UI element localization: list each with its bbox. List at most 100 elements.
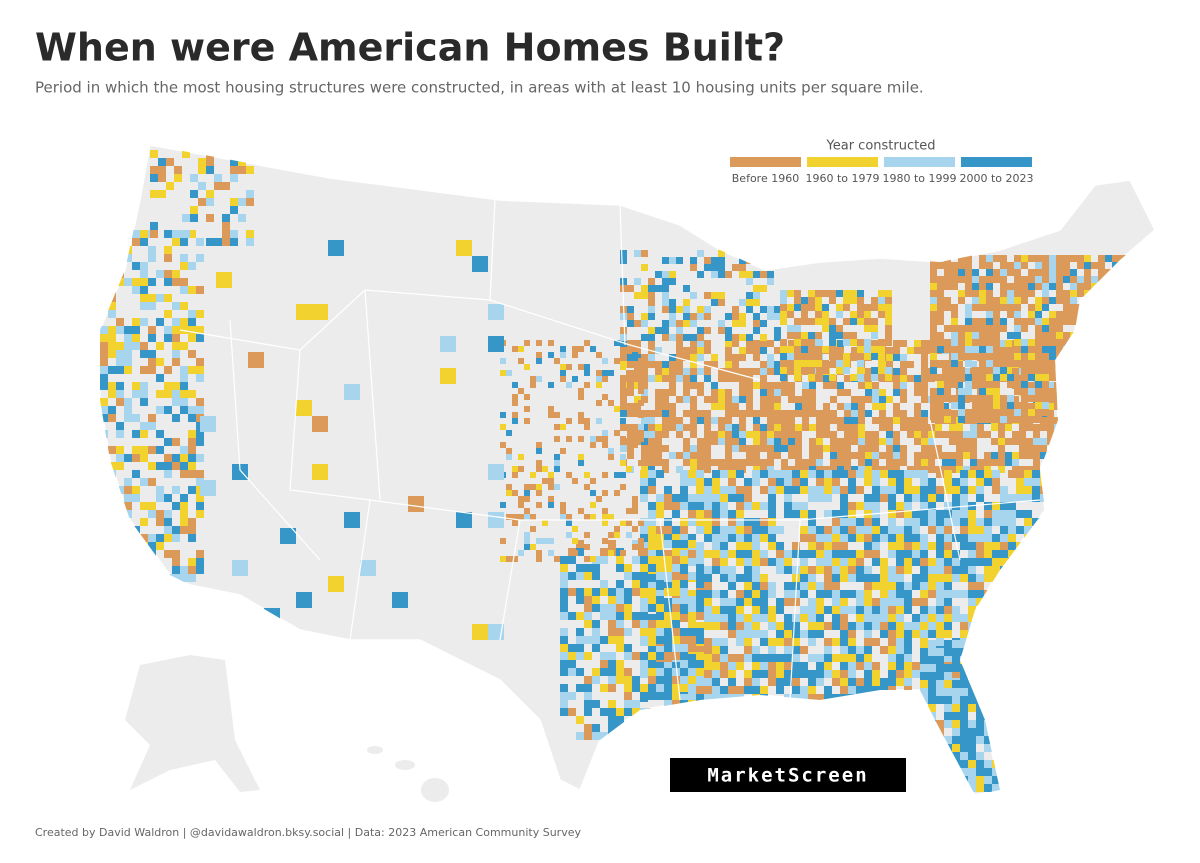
map-cell — [196, 406, 204, 414]
map-cell — [1098, 318, 1105, 325]
map-cell — [1133, 269, 1140, 276]
map-cell — [816, 566, 824, 574]
map-cell — [172, 574, 180, 582]
map-cell — [992, 654, 1000, 662]
map-cell — [984, 672, 992, 680]
map-cell — [992, 696, 1000, 704]
map-cell — [620, 460, 626, 466]
map-cell — [632, 436, 638, 442]
map-cell — [1032, 486, 1040, 494]
map-cell — [608, 514, 614, 520]
map-cell — [664, 708, 672, 716]
map-cell — [857, 290, 864, 297]
map-cell — [712, 470, 720, 478]
map-cell — [968, 640, 976, 648]
map-cell — [1056, 332, 1063, 339]
map-cell — [744, 526, 752, 534]
map-cell — [188, 326, 196, 334]
map-cell — [688, 636, 696, 644]
map-cell — [837, 403, 844, 410]
map-cell — [904, 550, 912, 558]
map-cell — [656, 628, 664, 636]
map-cell — [784, 662, 792, 670]
map-cell — [958, 353, 965, 360]
map-cell — [1008, 526, 1016, 534]
map-cell — [608, 716, 616, 724]
map-cell — [937, 318, 944, 325]
map-cell — [944, 686, 952, 694]
map-cell — [809, 424, 816, 431]
map-cell — [776, 670, 784, 678]
map-cell — [672, 644, 680, 652]
map-cell — [816, 550, 824, 558]
map-cell — [164, 510, 172, 518]
map-cell — [576, 628, 584, 636]
map-cell — [626, 466, 632, 472]
map-cell — [752, 630, 760, 638]
map-cell — [865, 382, 872, 389]
map-cell — [576, 716, 584, 724]
map-cell — [968, 558, 976, 566]
map-cell — [736, 606, 744, 614]
map-cell — [992, 712, 1000, 720]
map-cell — [930, 311, 937, 318]
map-cell — [718, 459, 725, 466]
map-cell — [843, 332, 850, 339]
map-cell — [1047, 382, 1054, 389]
map-cell — [986, 360, 993, 367]
map-cell — [865, 466, 872, 473]
map-cell — [1070, 367, 1077, 374]
map-cell — [1042, 304, 1049, 311]
map-cell — [100, 334, 108, 342]
map-cell — [984, 534, 992, 542]
map-cell — [864, 526, 872, 534]
map-cell — [767, 389, 774, 396]
map-cell — [518, 358, 524, 364]
map-cell — [1016, 510, 1024, 518]
map-cell — [837, 445, 844, 452]
map-cell — [753, 299, 760, 306]
map-cell — [1047, 466, 1054, 473]
map-cell — [720, 502, 728, 510]
map-cell — [880, 622, 888, 630]
map-cell — [952, 590, 960, 598]
map-cell — [172, 334, 180, 342]
map-cell — [632, 508, 638, 514]
map-cell — [736, 534, 744, 542]
map-cell — [1112, 339, 1119, 346]
map-cell — [712, 534, 720, 542]
map-cell — [1048, 542, 1056, 550]
map-cell — [180, 238, 188, 246]
map-cell — [584, 340, 590, 346]
map-cell — [760, 606, 768, 614]
map-cell — [632, 732, 640, 740]
map-cell — [180, 342, 188, 350]
map-cell — [1098, 353, 1105, 360]
map-cell — [696, 580, 704, 588]
map-cell — [744, 686, 752, 694]
map-cell — [696, 678, 704, 686]
map-cell — [792, 654, 800, 662]
map-cell — [832, 518, 840, 526]
map-cell — [590, 490, 596, 496]
map-cell — [1140, 269, 1147, 276]
map-cell — [886, 361, 893, 368]
map-cell — [704, 534, 712, 542]
map-cell — [172, 534, 180, 542]
map-cell — [792, 574, 800, 582]
map-cell — [640, 662, 648, 670]
map-cell — [1119, 269, 1126, 276]
map-cell — [856, 686, 864, 694]
map-cell — [1000, 574, 1008, 582]
map-cell — [669, 306, 676, 313]
map-cell — [840, 566, 848, 574]
map-cell — [188, 518, 196, 526]
map-cell — [928, 494, 936, 502]
map-cell — [512, 472, 518, 478]
map-cell — [140, 502, 148, 510]
map-cell — [100, 366, 108, 374]
map-cell — [712, 518, 720, 526]
map-cell — [1112, 367, 1119, 374]
map-cell — [752, 470, 760, 478]
map-cell — [767, 403, 774, 410]
